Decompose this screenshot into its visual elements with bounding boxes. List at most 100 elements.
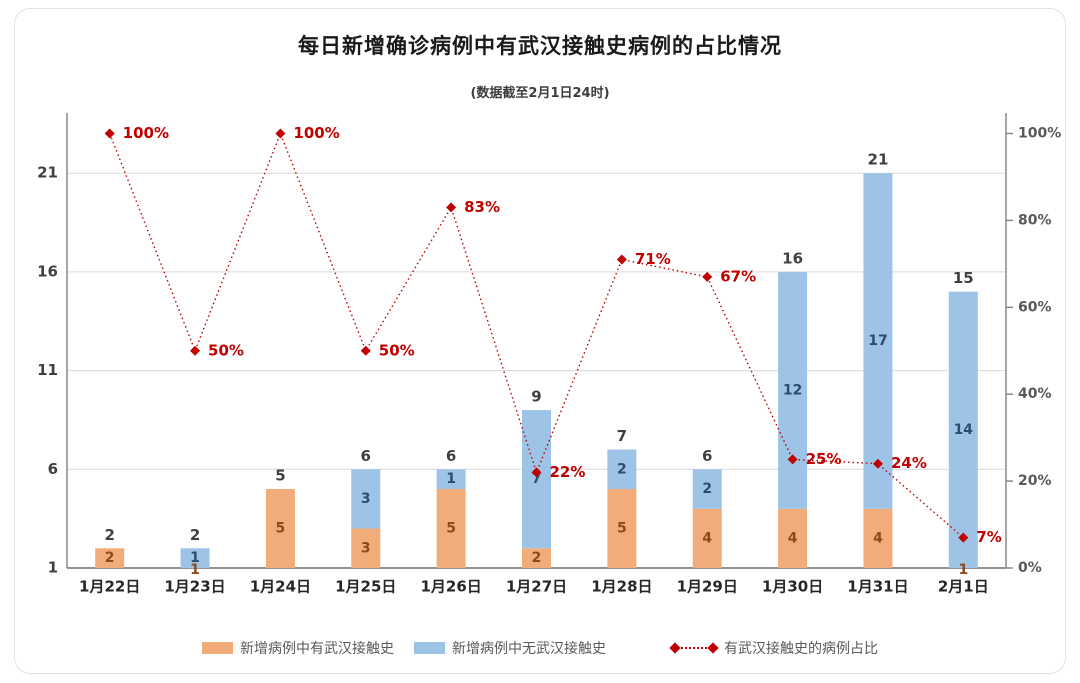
ratio-line-marker-icon — [669, 642, 719, 654]
diamond-marker-icon — [707, 642, 719, 654]
legend-swatch-wuhan-contact — [202, 642, 233, 654]
ratio-point-marker — [616, 254, 627, 265]
wuhan-contact-value-label: 4 — [873, 530, 883, 546]
x-axis-category-label: 1月22日 — [79, 578, 140, 596]
left-axis-tick-label: 6 — [48, 460, 58, 478]
right-axis-tick-label: 0% — [1018, 560, 1042, 576]
wuhan-contact-value-label: 2 — [532, 550, 542, 566]
ratio-point-marker — [190, 345, 201, 356]
x-axis-category-label: 1月27日 — [506, 578, 567, 596]
bar-total-label: 6 — [702, 447, 712, 465]
left-axis-tick-label: 1 — [48, 559, 58, 577]
bar-total-label: 7 — [617, 427, 627, 445]
legend-label-no-wuhan-contact: 新增病例中无武汉接触史 — [452, 641, 606, 657]
bar-segment-no-wuhan-contact — [180, 548, 210, 568]
bar-total-label: 15 — [953, 269, 974, 287]
bar-segment-no-wuhan-contact — [863, 173, 893, 509]
bar-total-label: 6 — [446, 447, 456, 465]
bar-segment-wuhan-contact — [778, 508, 808, 568]
bar-segment-wuhan-contact — [436, 489, 466, 568]
x-axis-category-label: 1月28日 — [591, 578, 652, 596]
bar-segment-wuhan-contact — [607, 489, 637, 568]
ratio-point-marker — [275, 128, 286, 139]
bar-total-label: 21 — [868, 151, 889, 169]
bar-total-label: 2 — [104, 526, 114, 544]
x-axis-category-label: 1月30日 — [762, 578, 823, 596]
no-wuhan-contact-value-label: 17 — [868, 333, 887, 349]
bar-segment-wuhan-contact — [95, 548, 125, 568]
x-axis-category-label: 1月24日 — [250, 578, 311, 596]
wuhan-contact-value-label: 4 — [702, 530, 712, 546]
bar-segment-wuhan-contact — [265, 489, 295, 568]
no-wuhan-contact-value-label: 3 — [361, 491, 371, 507]
x-axis-category-label: 1月31日 — [847, 578, 908, 596]
ratio-percent-label: 100% — [123, 124, 169, 142]
bar-segment-no-wuhan-contact — [436, 469, 466, 490]
bar-segment-wuhan-contact — [351, 528, 381, 568]
ratio-percent-label: 50% — [208, 341, 244, 359]
ratio-point-marker — [360, 345, 371, 356]
ratio-percent-label: 22% — [550, 463, 586, 481]
right-axis-tick-label: 20% — [1018, 473, 1052, 489]
wuhan-contact-value-label: 1 — [190, 562, 200, 578]
ratio-percent-label: 7% — [976, 528, 1001, 546]
wuhan-contact-value-label: 5 — [446, 521, 456, 537]
bar-segment-no-wuhan-contact — [692, 469, 722, 509]
bar-total-label: 9 — [531, 388, 541, 406]
bar-segment-no-wuhan-contact — [607, 449, 637, 490]
left-axis-tick-label: 16 — [37, 262, 58, 280]
bar-segment-no-wuhan-contact — [351, 469, 381, 529]
bar-segment-wuhan-contact — [522, 548, 551, 568]
legend-swatch-no-wuhan-contact — [414, 642, 445, 654]
ratio-percent-label: 24% — [891, 454, 927, 472]
ratio-point-marker — [446, 202, 457, 213]
left-axis-tick-label: 21 — [37, 164, 58, 182]
no-wuhan-contact-value-label: 1 — [190, 550, 200, 566]
no-wuhan-contact-value-label: 2 — [702, 481, 712, 497]
bar-total-label: 6 — [361, 447, 371, 465]
bar-segment-no-wuhan-contact — [948, 291, 978, 568]
bar-segment-wuhan-contact — [863, 508, 893, 568]
wuhan-contact-value-label: 5 — [276, 521, 286, 537]
right-axis-tick-label: 80% — [1018, 212, 1052, 228]
no-wuhan-contact-value-label: 12 — [783, 382, 802, 398]
dotted-line-icon — [681, 647, 707, 649]
x-axis-category-label: 1月25日 — [335, 578, 396, 596]
x-axis-category-label: 1月26日 — [420, 578, 481, 596]
no-wuhan-contact-value-label: 1 — [446, 471, 456, 487]
ratio-percent-label: 100% — [293, 124, 339, 142]
bar-segment-no-wuhan-contact — [778, 271, 808, 509]
wuhan-contact-value-label: 3 — [361, 540, 371, 556]
legend-label-wuhan-contact: 新增病例中有武汉接触史 — [240, 641, 394, 657]
ratio-percent-label: 25% — [806, 450, 842, 468]
ratio-percent-label: 83% — [464, 198, 500, 216]
wuhan-contact-value-label: 1 — [958, 562, 968, 578]
legend-item-no-wuhan-contact: 新增病例中无武汉接触史 — [414, 638, 606, 658]
legend-label-ratio-line: 有武汉接触史的病例占比 — [724, 641, 878, 657]
right-axis-tick-label: 40% — [1018, 386, 1052, 402]
wuhan-contact-value-label: 4 — [788, 530, 798, 546]
ratio-percent-label: 71% — [635, 250, 671, 268]
left-axis-tick-label: 11 — [37, 361, 58, 379]
ratio-point-marker — [531, 467, 542, 478]
wuhan-contact-value-label: 2 — [105, 550, 115, 566]
x-axis-category-label: 1月23日 — [164, 578, 225, 596]
ratio-point-marker — [104, 128, 115, 139]
chart-subtitle: (数据截至2月1日24时) — [470, 86, 610, 101]
legend-item-ratio-line: 有武汉接触史的病例占比 — [669, 638, 878, 658]
ratio-percent-label: 50% — [379, 341, 415, 359]
chart-legend: 新增病例中有武汉接触史 新增病例中无武汉接触史 有武汉接触史的病例占比 — [202, 638, 878, 658]
no-wuhan-contact-value-label: 14 — [954, 422, 974, 438]
chart-title: 每日新增确诊病例中有武汉接触史病例的占比情况 — [298, 34, 782, 58]
no-wuhan-contact-value-label: 7 — [532, 471, 542, 487]
ratio-point-marker — [702, 271, 713, 282]
bar-total-label: 5 — [275, 467, 285, 485]
right-axis-tick-label: 60% — [1018, 299, 1052, 315]
bar-total-label: 2 — [190, 526, 200, 544]
ratio-point-marker — [958, 532, 969, 543]
legend-item-wuhan-contact: 新增病例中有武汉接触史 — [202, 638, 394, 658]
bar-segment-wuhan-contact — [692, 508, 722, 568]
ratio-percent-label: 67% — [720, 267, 756, 285]
diamond-marker-icon — [669, 642, 681, 654]
